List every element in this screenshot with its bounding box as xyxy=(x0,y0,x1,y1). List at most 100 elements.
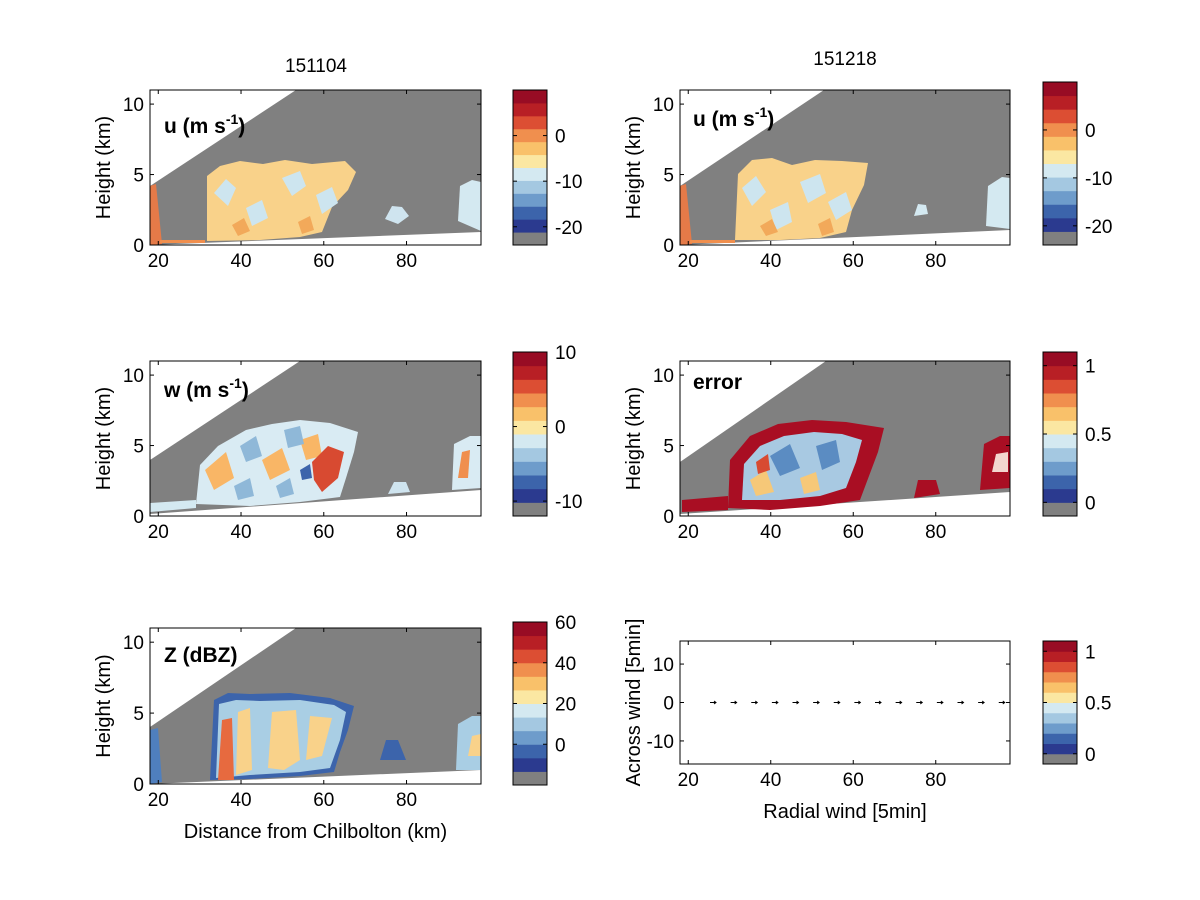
colorbar-error-151218: 10.50 xyxy=(1042,351,1111,517)
colorbar-tick-label: -10 xyxy=(1085,169,1112,190)
panel-u-151218-echo-blue-patches xyxy=(742,174,852,230)
wind-arrow xyxy=(771,700,779,705)
u-151104-ytick-label: 5 xyxy=(133,166,144,187)
panel-u-151104-frame xyxy=(149,89,482,246)
panel-error-151218: 20 40 60 80 0 5 10 Height (km) error xyxy=(623,360,1011,543)
Z-151104-ylabel: Height (km) xyxy=(93,654,115,757)
colorbar-swatch xyxy=(1043,231,1077,246)
panel-u-151218-echo-dark-orange xyxy=(760,218,834,236)
panel-u-151104-label: u (m s-1) xyxy=(164,111,245,138)
colorbar-swatch xyxy=(513,232,547,246)
u-151104-ylabel: Height (km) xyxy=(93,116,115,219)
panel-w-151104-label-main: w (m s xyxy=(163,379,229,402)
Z-151104-xtick-label: 20 xyxy=(148,790,169,811)
colorbar-tick-label: 0 xyxy=(1085,745,1096,766)
panel-u-151104-label-sup: -1 xyxy=(226,111,239,127)
colorbar-swatch xyxy=(1043,661,1077,673)
panel-w-151104-label: w (m s-1) xyxy=(163,375,249,402)
colorbar-swatch xyxy=(513,757,547,772)
Z-151104-ytick-label: 10 xyxy=(123,633,144,654)
colorbar-swatch xyxy=(513,167,547,181)
u-151218-xtick-label: 40 xyxy=(760,251,781,272)
colorbar-swatch xyxy=(1043,420,1077,435)
u-151218-xtick-label: 60 xyxy=(843,251,864,272)
panel-u-151218-label-sup: -1 xyxy=(755,104,768,120)
colorbar-swatch xyxy=(513,365,547,380)
colorbar-tick-label: 0 xyxy=(555,418,566,439)
colorbar-tick-label: -20 xyxy=(555,218,582,239)
panel-w-151104-upper-void xyxy=(150,361,300,460)
panel-error-151218-low-fringe xyxy=(682,496,728,512)
colorbar-swatch xyxy=(1043,136,1077,151)
w-151104-xtick-label: 80 xyxy=(396,522,417,543)
colorbar-swatch xyxy=(1043,723,1077,734)
colorbar-swatch xyxy=(1043,502,1077,517)
panel-w-151104-echo-isolated-1 xyxy=(388,482,410,494)
colorbar-swatch xyxy=(1043,682,1077,693)
colorbar-swatch xyxy=(513,475,547,490)
panel-u-151218-label-main: u (m s xyxy=(693,108,755,131)
w-151104-ytick-label: 0 xyxy=(133,507,144,528)
colorbar-swatch xyxy=(1043,149,1077,164)
wind-arrow xyxy=(710,700,717,705)
panel-error-151218-label: error xyxy=(693,371,742,394)
u-151104-xtick-label: 40 xyxy=(230,251,251,272)
colorbar-swatch xyxy=(1043,651,1077,662)
panel-z-151104-frame xyxy=(149,627,482,785)
quiver-151218-xtick-label: 20 xyxy=(678,770,699,791)
panel-u-151104-field xyxy=(150,90,481,245)
w-151104-xtick-label: 40 xyxy=(230,522,251,543)
colorbar-swatch xyxy=(513,90,547,104)
panel-error-151218-echo-mixed xyxy=(750,470,820,496)
colorbar-swatch xyxy=(1043,434,1077,449)
colorbar-swatch xyxy=(1043,352,1077,367)
colorbar-u-151104: 0 -10 -20 xyxy=(512,89,582,246)
colorbar-swatch xyxy=(513,744,547,759)
colorbar-frame xyxy=(512,351,548,517)
panel-u-151104-echo-isolated-2 xyxy=(458,180,481,231)
colorbar-swatch xyxy=(1043,671,1077,683)
colorbar-swatch xyxy=(1043,475,1077,490)
colorbar-swatch xyxy=(1043,641,1077,652)
Z-151104-xtick-label: 40 xyxy=(230,790,251,811)
colorbar-swatch xyxy=(513,154,547,168)
u-151104-xtick-label: 80 xyxy=(396,251,417,272)
panel-w-151104-echo-dark-blue xyxy=(300,464,312,480)
colorbar-swatch xyxy=(1043,177,1077,192)
wind-arrow xyxy=(751,700,759,705)
wind-arrow xyxy=(998,700,1006,705)
panel-w-151104-label-close: ) xyxy=(242,379,249,402)
panel-w-151104-frame xyxy=(149,360,482,517)
u-151104-ytick-label: 0 xyxy=(133,236,144,257)
error-151218-xtick-label: 40 xyxy=(760,522,781,543)
panel-u-151218-echo-isolated-1 xyxy=(914,204,928,216)
panel-u-151218-label: u (m s-1) xyxy=(693,104,774,131)
w-151104-ytick-label: 5 xyxy=(133,437,144,458)
colorbar-swatch xyxy=(1043,692,1077,703)
u-151104-xtick-label: 60 xyxy=(313,251,334,272)
colorbar-swatch xyxy=(1043,753,1077,765)
quiver-151218-ytick-label: 0 xyxy=(663,694,674,715)
u-151218-xtick-label: 20 xyxy=(678,251,699,272)
colorbar-swatch xyxy=(513,730,547,745)
wind-arrow xyxy=(978,700,985,705)
panel-w-151104-low-fringe xyxy=(150,500,196,512)
panel-w-151104-label-sup: -1 xyxy=(229,375,242,391)
panel-error-151218-echo-isolated-1 xyxy=(914,480,940,498)
panel-error-151218-field xyxy=(680,361,1010,516)
panel-z-151104-upper-void xyxy=(150,628,296,727)
quiver-151218-xlabel: Radial wind [5min] xyxy=(763,801,926,823)
colorbar-swatch xyxy=(513,128,547,143)
wind-arrow xyxy=(936,700,944,705)
quiver-151218-ytick-label: 10 xyxy=(653,655,674,676)
panel-u-151218-echo-noise xyxy=(680,184,692,245)
panel-u-151104-surface-noise xyxy=(160,240,205,243)
wind-arrow xyxy=(833,700,841,705)
colorbar-swatch xyxy=(513,406,547,421)
colorbar-swatch xyxy=(1043,447,1077,462)
panel-z-151104-low-fringe xyxy=(150,728,162,784)
panel-z-151104-echo-yellow xyxy=(236,708,332,775)
panel-u-151218-frame xyxy=(679,89,1011,246)
colorbar-wind-151218: 10.50 xyxy=(1042,640,1111,766)
